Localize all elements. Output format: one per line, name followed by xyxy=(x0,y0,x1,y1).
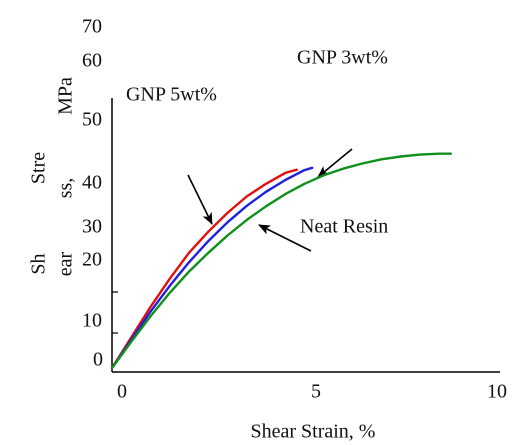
y-axis-label-part: MPa xyxy=(55,77,77,115)
arrow-neat-resin xyxy=(258,224,312,252)
series-layer xyxy=(110,152,452,370)
series-line-0 xyxy=(110,168,298,370)
y-tick-label-40: 40 xyxy=(82,172,102,194)
y-axis-label-part: ss, xyxy=(55,178,77,199)
x-tick-label-0: 0 xyxy=(117,381,127,403)
series-line-1 xyxy=(110,166,314,370)
y-tick-label-70: 70 xyxy=(82,16,102,38)
arrow-gnp5 xyxy=(187,174,213,225)
y-tick-label-50: 50 xyxy=(82,109,102,131)
x-axis-label: Shear Strain, % xyxy=(251,421,376,443)
annotation-gnp3: GNP 3wt% xyxy=(297,47,388,69)
x-tick-label-10: 10 xyxy=(487,381,507,403)
annotation-neat-resin: Neat Resin xyxy=(300,216,388,238)
y-tick-label-20: 20 xyxy=(82,249,102,271)
y-axis-label-part: Stre xyxy=(28,152,50,184)
arrow-gnp3 xyxy=(317,148,353,178)
y-tick-label-0: 0 xyxy=(93,349,103,371)
x-tick-label-5: 5 xyxy=(311,381,321,403)
y-axis-label-part: ear xyxy=(55,251,77,276)
y-axis-label-part: Sh xyxy=(28,253,50,274)
y-tick-label-30: 30 xyxy=(82,216,102,238)
y-tick-label-10: 10 xyxy=(82,310,102,332)
annotation-gnp5: GNP 5wt% xyxy=(126,84,217,106)
y-tick-label-60: 60 xyxy=(82,50,102,72)
series-line-2 xyxy=(110,152,452,370)
